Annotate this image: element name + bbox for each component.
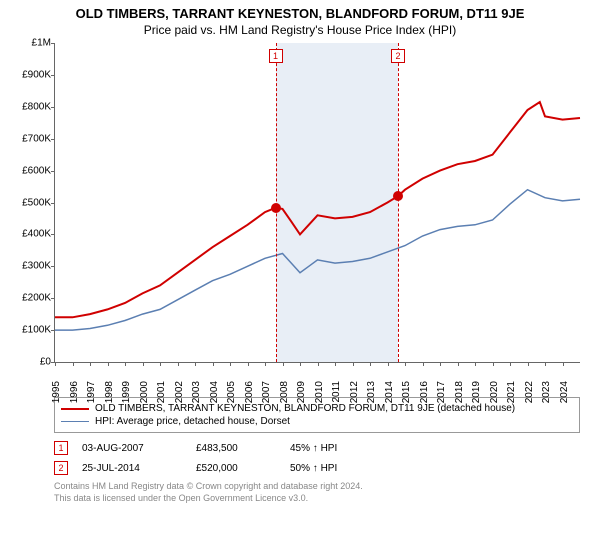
x-tick-label: 1996 <box>69 381 80 403</box>
x-tick-label: 2006 <box>244 381 255 403</box>
transaction-row: 2 25-JUL-2014 £520,000 50% ↑ HPI <box>54 461 580 475</box>
transaction-price: £483,500 <box>196 443 276 454</box>
transaction-date: 03-AUG-2007 <box>82 443 182 454</box>
x-tick-label: 2010 <box>314 381 325 403</box>
x-tick-label: 2022 <box>524 381 535 403</box>
y-tick-label: £600K <box>11 165 51 176</box>
legend-label-2: HPI: Average price, detached house, Dors… <box>95 416 290 427</box>
marker-box-2: 2 <box>391 49 405 63</box>
x-tick-label: 2019 <box>471 381 482 403</box>
x-tick-label: 2009 <box>296 381 307 403</box>
y-tick-label: £700K <box>11 133 51 144</box>
x-tick-label: 2020 <box>489 381 500 403</box>
marker-box-1: 1 <box>269 49 283 63</box>
y-tick-label: £0 <box>11 357 51 368</box>
transaction-index: 2 <box>54 461 68 475</box>
legend-item-1: OLD TIMBERS, TARRANT KEYNESTON, BLANDFOR… <box>61 402 573 415</box>
series-price_paid <box>55 102 580 317</box>
x-tick-label: 2011 <box>331 381 342 403</box>
x-tick-label: 2003 <box>191 381 202 403</box>
transaction-list: 1 03-AUG-2007 £483,500 45% ↑ HPI 2 25-JUL-201… <box>54 441 580 475</box>
transaction-dot-1 <box>271 203 281 213</box>
y-tick-label: £900K <box>11 69 51 80</box>
marker-dashed-2 <box>398 43 399 362</box>
transaction-index: 1 <box>54 441 68 455</box>
chart-below: OLD TIMBERS, TARRANT KEYNESTON, BLANDFOR… <box>54 397 580 504</box>
y-tick-label: £1M <box>11 38 51 49</box>
transaction-date: 25-JUL-2014 <box>82 463 182 474</box>
legend-swatch-1 <box>61 408 89 410</box>
footer-line-1: Contains HM Land Registry data © Crown c… <box>54 481 580 493</box>
transaction-price: £520,000 <box>196 463 276 474</box>
legend-swatch-2 <box>61 421 89 422</box>
y-tick-label: £300K <box>11 261 51 272</box>
series-hpi <box>55 190 580 330</box>
x-tick-label: 2018 <box>454 381 465 403</box>
x-tick-label: 2008 <box>279 381 290 403</box>
transaction-dot-2 <box>393 191 403 201</box>
y-tick-label: £100K <box>11 325 51 336</box>
x-tick-label: 2014 <box>384 381 395 403</box>
x-tick-label: 2021 <box>506 381 517 403</box>
legend-label-1: OLD TIMBERS, TARRANT KEYNESTON, BLANDFOR… <box>95 403 515 414</box>
x-tick-label: 1998 <box>104 381 115 403</box>
x-tick-label: 1997 <box>86 381 97 403</box>
chart-subtitle: Price paid vs. HM Land Registry's House … <box>10 23 590 37</box>
x-tick-label: 2013 <box>366 381 377 403</box>
x-tick-label: 1995 <box>51 381 62 403</box>
legend-item-2: HPI: Average price, detached house, Dors… <box>61 415 573 428</box>
x-tick-label: 2001 <box>156 381 167 403</box>
y-tick-label: £200K <box>11 293 51 304</box>
x-tick-label: 2015 <box>401 381 412 403</box>
x-tick-label: 2024 <box>559 381 570 403</box>
x-tick-label: 2000 <box>139 381 150 403</box>
x-tick-label: 2016 <box>419 381 430 403</box>
x-tick-label: 2012 <box>349 381 360 403</box>
transaction-pct: 50% ↑ HPI <box>290 463 370 474</box>
x-tick-label: 2004 <box>209 381 220 403</box>
x-tick-label: 2023 <box>541 381 552 403</box>
y-tick-label: £400K <box>11 229 51 240</box>
transaction-row: 1 03-AUG-2007 £483,500 45% ↑ HPI <box>54 441 580 455</box>
x-tick-label: 2005 <box>226 381 237 403</box>
chart-container: OLD TIMBERS, TARRANT KEYNESTON, BLANDFOR… <box>0 0 600 512</box>
chart-lines <box>55 43 580 362</box>
x-tick-label: 1999 <box>121 381 132 403</box>
footer: Contains HM Land Registry data © Crown c… <box>54 481 580 504</box>
y-tick-label: £800K <box>11 101 51 112</box>
x-tick-label: 2017 <box>436 381 447 403</box>
chart-title: OLD TIMBERS, TARRANT KEYNESTON, BLANDFOR… <box>10 6 590 21</box>
y-tick-label: £500K <box>11 197 51 208</box>
x-tick-label: 2002 <box>174 381 185 403</box>
x-tick-label: 2007 <box>261 381 272 403</box>
transaction-pct: 45% ↑ HPI <box>290 443 370 454</box>
footer-line-2: This data is licensed under the Open Gov… <box>54 493 580 505</box>
plot-area: £0£100K£200K£300K£400K£500K£600K£700K£80… <box>54 43 580 363</box>
